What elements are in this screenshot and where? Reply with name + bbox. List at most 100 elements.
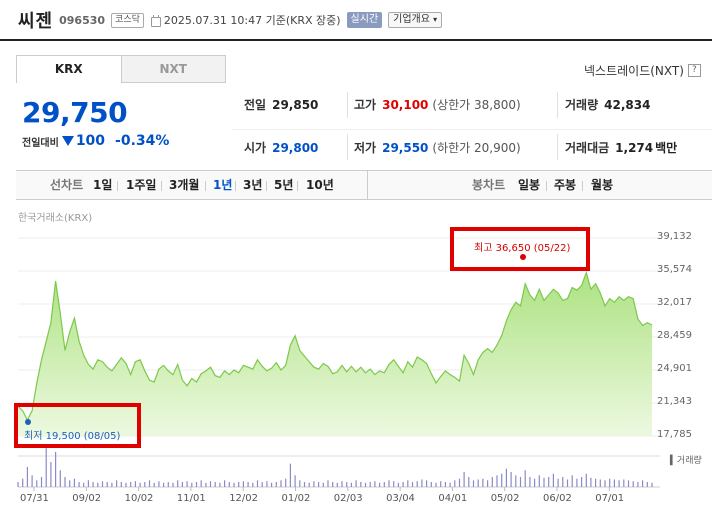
volume-bar bbox=[36, 480, 38, 487]
volume-bar bbox=[477, 479, 479, 487]
volume-bar bbox=[40, 477, 43, 487]
volume-bar bbox=[411, 482, 414, 487]
volume-bar bbox=[590, 477, 592, 487]
volume-bar bbox=[595, 478, 597, 487]
volume-bar bbox=[205, 482, 207, 487]
y-tick-label: 35,574 bbox=[657, 264, 692, 275]
volume-bar bbox=[69, 480, 71, 487]
x-tick-label: 11/01 bbox=[176, 493, 206, 504]
volume-bar bbox=[59, 470, 61, 487]
volume-bar bbox=[177, 480, 179, 487]
volume-bar bbox=[397, 482, 399, 487]
volume-bar bbox=[416, 481, 418, 487]
period-10y[interactable]: 10년 bbox=[306, 178, 334, 192]
y-tick-label: 17,785 bbox=[657, 429, 692, 440]
period-5y[interactable]: 5년 bbox=[274, 178, 294, 192]
volume-bar bbox=[534, 478, 536, 487]
volume-label: ▍거래량 bbox=[670, 456, 702, 466]
period-3y[interactable]: 3년 bbox=[243, 178, 263, 192]
volume-bar bbox=[651, 482, 653, 487]
volume-bar bbox=[454, 480, 456, 487]
divider bbox=[347, 92, 348, 118]
volume-bar bbox=[106, 482, 108, 487]
header-divider bbox=[0, 39, 712, 41]
y-tick-label: 39,132 bbox=[657, 231, 692, 242]
candle-weekly[interactable]: 주봉 bbox=[554, 178, 577, 192]
volume-bar bbox=[50, 462, 52, 487]
stat-value: 29,850 bbox=[272, 98, 319, 112]
stats-divider bbox=[232, 129, 712, 130]
volume-bar bbox=[87, 480, 89, 487]
volume-bar bbox=[17, 482, 19, 487]
volume-bar bbox=[238, 482, 240, 487]
low-marker bbox=[25, 419, 31, 425]
period-1y[interactable]: 1년 bbox=[213, 178, 233, 192]
chart-source: 한국거래소(KRX) bbox=[18, 213, 93, 224]
volume-bar bbox=[22, 478, 24, 487]
volume-bar bbox=[379, 482, 381, 487]
x-tick-label: 10/02 bbox=[124, 493, 154, 504]
price-chart: 39,132 35,574 32,017 28,459 24,901 21,343 17,7… bbox=[0, 224, 712, 519]
timestamp: 2025.07.31 10:47 기준(KRX 장중) bbox=[163, 14, 341, 27]
volume-bar bbox=[252, 482, 254, 487]
volume-bar bbox=[289, 463, 291, 487]
toolbar-divider bbox=[367, 171, 368, 199]
company-overview-button[interactable]: 기업개요 ▾ bbox=[388, 12, 443, 28]
volume-bar bbox=[64, 477, 66, 487]
period-1d[interactable]: 1일 bbox=[93, 178, 113, 192]
volume-bar bbox=[519, 477, 522, 487]
high-marker bbox=[520, 254, 526, 260]
price-line bbox=[17, 270, 653, 422]
separator bbox=[546, 181, 547, 191]
volume-bar bbox=[153, 482, 155, 487]
volume-bar bbox=[585, 473, 587, 487]
stat-value: 42,834 bbox=[604, 98, 651, 112]
candle-daily[interactable]: 일봉 bbox=[518, 178, 541, 192]
y-tick-label: 28,459 bbox=[657, 330, 692, 341]
volume-bar bbox=[501, 473, 503, 487]
tab-krx[interactable]: KRX bbox=[16, 55, 122, 83]
low-annotation: 최저 19,500 (08/05) bbox=[24, 431, 121, 442]
volume-bar bbox=[571, 475, 573, 487]
candle-monthly[interactable]: 월봉 bbox=[591, 178, 614, 192]
period-3m[interactable]: 3개월 bbox=[169, 178, 200, 192]
volume-bar bbox=[646, 482, 648, 487]
volume-bar bbox=[458, 478, 461, 487]
stat-label: 시가 bbox=[244, 141, 267, 155]
price-stats: 전일 29,850 고가 30,100 (상한가 38,800) 거래량 42,… bbox=[232, 86, 712, 166]
period-1w[interactable]: 1주일 bbox=[126, 178, 157, 192]
calendar-icon bbox=[150, 14, 161, 27]
volume-bar bbox=[242, 481, 244, 487]
high-annotation: 최고 36,650 (05/22) bbox=[474, 243, 571, 254]
volume-bar bbox=[116, 480, 118, 487]
volume-bar bbox=[299, 480, 301, 487]
stat-value: 1,274 bbox=[615, 141, 654, 155]
volume-bar bbox=[581, 477, 583, 487]
volume-bar bbox=[332, 482, 334, 487]
volume-bar bbox=[285, 478, 287, 487]
volume-bar bbox=[97, 482, 99, 487]
volume-bar bbox=[548, 477, 550, 487]
volume-bar bbox=[275, 482, 277, 487]
x-tick-label: 09/02 bbox=[72, 493, 102, 504]
stat-value: 30,100 bbox=[382, 98, 429, 112]
tab-nxt[interactable]: NXT bbox=[121, 55, 226, 83]
volume-bar bbox=[463, 472, 465, 487]
stat-label: 전일 bbox=[244, 98, 267, 112]
chart-toolbar: 선차트 1일 1주일 3개월 1년 3년 5년 10년 봉차트 일봉 주봉 월봉 bbox=[16, 170, 712, 200]
nxt-link[interactable]: 넥스트레이드(NXT) ? bbox=[584, 62, 701, 79]
volume-bar bbox=[609, 478, 611, 487]
stat-value: 29,550 bbox=[382, 141, 429, 155]
x-tick-label: 04/01 bbox=[438, 493, 468, 504]
stat-high: 고가 30,100 (상한가 38,800) bbox=[354, 96, 521, 113]
volume-bar bbox=[341, 481, 343, 487]
volume-bar bbox=[101, 481, 104, 487]
help-icon[interactable]: ? bbox=[687, 64, 701, 77]
price-change: 전일대비 100 -0.34% bbox=[22, 133, 169, 149]
volume-bar bbox=[247, 482, 249, 487]
volume-bar bbox=[280, 480, 282, 487]
stat-label: 저가 bbox=[354, 141, 377, 155]
y-tick-label: 21,343 bbox=[657, 396, 692, 407]
separator bbox=[297, 181, 298, 191]
realtime-badge[interactable]: 실시간 bbox=[346, 12, 383, 28]
